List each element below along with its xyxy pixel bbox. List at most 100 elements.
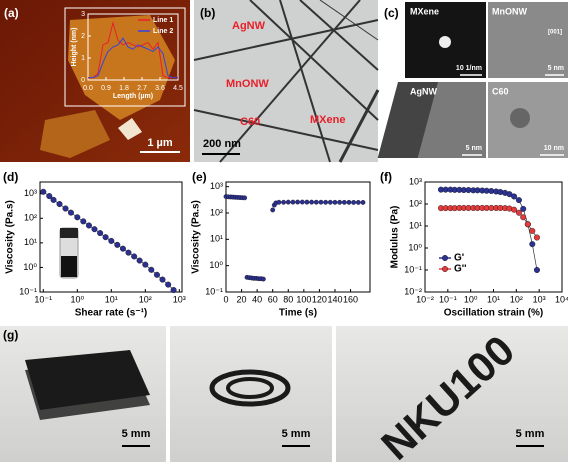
x-tick-label: 4.5 bbox=[173, 85, 183, 92]
scale-text: 200 nm bbox=[203, 138, 241, 150]
marker bbox=[323, 199, 329, 205]
marker bbox=[515, 197, 522, 204]
scale-text: 10 1/nm bbox=[456, 65, 482, 72]
marker bbox=[290, 199, 296, 205]
marker bbox=[351, 200, 357, 205]
y-tick-label: 3 bbox=[81, 11, 85, 18]
x-tick-label: 10⁻² bbox=[416, 294, 434, 304]
scale-bars bbox=[460, 74, 564, 156]
x-tick-label: 10² bbox=[139, 294, 152, 304]
marker bbox=[85, 222, 92, 229]
plot-frame bbox=[225, 181, 371, 293]
scale-text: 5 mm bbox=[282, 428, 311, 440]
x-tick-label: 10⁴ bbox=[555, 294, 568, 304]
x-tick-label: 2.7 bbox=[137, 85, 147, 92]
y-tick-label: 10² bbox=[210, 207, 223, 217]
marker bbox=[341, 199, 347, 205]
x-tick-label: 0 bbox=[223, 294, 228, 304]
marker bbox=[281, 199, 286, 205]
x-tick-label: 20 bbox=[237, 294, 247, 304]
marker bbox=[524, 221, 531, 228]
marker bbox=[285, 199, 291, 205]
marker bbox=[295, 199, 301, 205]
y-tick-label: 1 bbox=[81, 55, 85, 62]
series-line bbox=[88, 20, 178, 79]
plot-frame bbox=[424, 181, 563, 293]
plot-frame bbox=[87, 13, 179, 81]
y-axis-label: Height (nm) bbox=[71, 28, 78, 67]
marker bbox=[153, 271, 160, 278]
legend-label: G' bbox=[454, 253, 464, 264]
nanowires bbox=[193, 0, 380, 163]
y-tick-label: 2 bbox=[81, 33, 85, 40]
marker bbox=[56, 201, 63, 208]
marker bbox=[533, 234, 540, 241]
marker bbox=[80, 218, 87, 225]
marker bbox=[313, 199, 319, 205]
flake bbox=[40, 110, 110, 158]
scale-text: 10 nm bbox=[544, 145, 564, 152]
y-axis-label: Modulus (Pa) bbox=[390, 206, 401, 269]
marker bbox=[102, 234, 109, 241]
y-tick-label: 10⁻¹ bbox=[205, 286, 223, 296]
panel-label: (c) bbox=[384, 6, 399, 20]
marker bbox=[270, 207, 276, 213]
marker bbox=[337, 199, 343, 205]
marker bbox=[304, 199, 310, 205]
marker bbox=[515, 209, 522, 216]
flake bbox=[118, 118, 142, 140]
marker bbox=[165, 281, 172, 288]
particle bbox=[510, 108, 530, 128]
series-line bbox=[440, 207, 538, 238]
marker bbox=[46, 193, 53, 200]
x-axis-label: Shear rate (s⁻¹) bbox=[75, 308, 148, 319]
x-tick-label: 10³ bbox=[533, 294, 546, 304]
x-tick-label: 0.0 bbox=[83, 85, 93, 92]
marker bbox=[91, 226, 98, 233]
y-tick-label: 10² bbox=[24, 213, 37, 223]
vial-cap bbox=[60, 228, 78, 238]
diffraction bbox=[439, 36, 451, 48]
marker bbox=[511, 206, 518, 213]
y-tick-label: 10⁰ bbox=[23, 262, 37, 272]
scale-text: 5 mm bbox=[516, 428, 545, 440]
spiral bbox=[226, 377, 274, 399]
x-tick-label: 60 bbox=[268, 294, 278, 304]
marker bbox=[62, 205, 69, 212]
legend-label: Line 1 bbox=[153, 17, 173, 24]
series-line bbox=[88, 37, 178, 79]
x-tick-label: 140 bbox=[327, 294, 342, 304]
scale-text: 5 nm bbox=[466, 145, 482, 152]
vial-ink bbox=[61, 256, 77, 277]
x-tick-label: 10² bbox=[510, 294, 523, 304]
panel-label: (d) bbox=[3, 170, 18, 184]
x-tick-label: 10⁰ bbox=[464, 294, 478, 304]
photo bbox=[336, 326, 568, 462]
x-axis-label: Oscillation strain (%) bbox=[444, 308, 543, 319]
marker bbox=[142, 261, 149, 268]
y-tick-label: 10⁻² bbox=[404, 286, 422, 296]
y-tick-label: 10³ bbox=[24, 188, 37, 198]
legend-marker bbox=[442, 266, 449, 273]
x-tick-label: 10¹ bbox=[105, 294, 118, 304]
y-tick-label: 10¹ bbox=[24, 237, 37, 247]
legend-marker bbox=[442, 254, 449, 261]
x-tick-label: 3.6 bbox=[155, 85, 165, 92]
y-tick-label: 10¹ bbox=[409, 220, 422, 230]
x-tick-label: 10³ bbox=[173, 294, 186, 304]
marker bbox=[170, 287, 177, 294]
marker bbox=[260, 276, 266, 282]
marker bbox=[148, 266, 155, 273]
y-axis-label: Viscosity (Pa.s) bbox=[191, 200, 202, 274]
marker bbox=[50, 196, 57, 203]
marker bbox=[136, 257, 143, 264]
x-tick-label: 160 bbox=[343, 294, 358, 304]
flake bbox=[68, 15, 175, 120]
x-tick-label: 10⁻¹ bbox=[439, 294, 457, 304]
wire bbox=[377, 82, 439, 158]
marker bbox=[332, 199, 338, 205]
marker bbox=[318, 199, 324, 205]
marker bbox=[529, 241, 536, 248]
